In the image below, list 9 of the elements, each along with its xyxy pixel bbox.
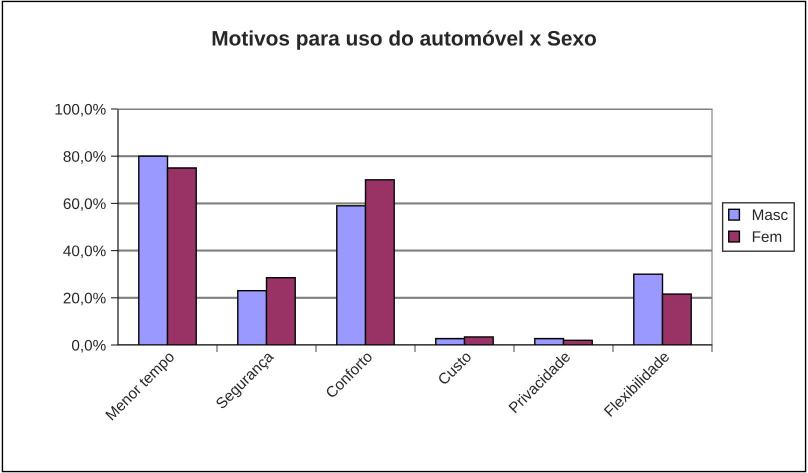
y-tick-label: 0,0%	[72, 340, 106, 352]
y-tick-label: 60,0%	[64, 198, 106, 211]
legend-label: Masc	[752, 210, 788, 220]
y-tick-label: 100,0%	[56, 104, 106, 116]
chart-title: Motivos para uso do automóvel x Sexo	[212, 30, 596, 50]
y-tick-label: 80,0%	[64, 151, 106, 164]
legend-label: Fem	[752, 231, 782, 242]
y-tick-label: 20,0%	[64, 292, 106, 306]
y-tick-label: 40,0%	[63, 245, 106, 258]
